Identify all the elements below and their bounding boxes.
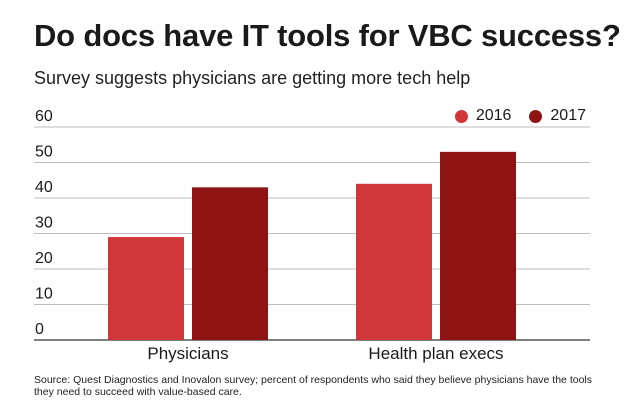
y-tick-label: 30 [35,215,53,232]
chart-title: Do docs have IT tools for VBC success? [34,18,621,53]
legend-item-2016: 2016 [454,107,512,125]
bar-2016-physicians [108,237,184,340]
x-category-label: Physicians [147,344,228,363]
bar-2017-physicians [192,187,268,340]
y-tick-label: 60 [35,108,53,125]
y-tick-label: 50 [35,144,53,161]
y-tick-label: 0 [35,321,44,338]
legend-item-2017: 2017 [529,107,586,125]
y-tick-label: 20 [35,250,53,267]
legend-swatch-2016 [454,109,468,123]
legend-label-2017: 2017 [550,107,586,124]
legend-label-2016: 2016 [475,107,512,124]
chart-subtitle: Survey suggests physicians are getting m… [34,68,471,88]
bar-2017-health-plan-execs [440,151,516,340]
bar-2016-health-plan-execs [356,183,432,340]
x-category-label: Health plan execs [368,344,503,363]
source-note: Source: Quest Diagnostics and Inovalon s… [34,374,592,398]
legend-swatch-2017 [529,109,543,123]
y-tick-label: 10 [35,286,53,303]
chart-legend: 2016 2017 [454,107,586,125]
y-tick-label: 40 [35,179,53,196]
